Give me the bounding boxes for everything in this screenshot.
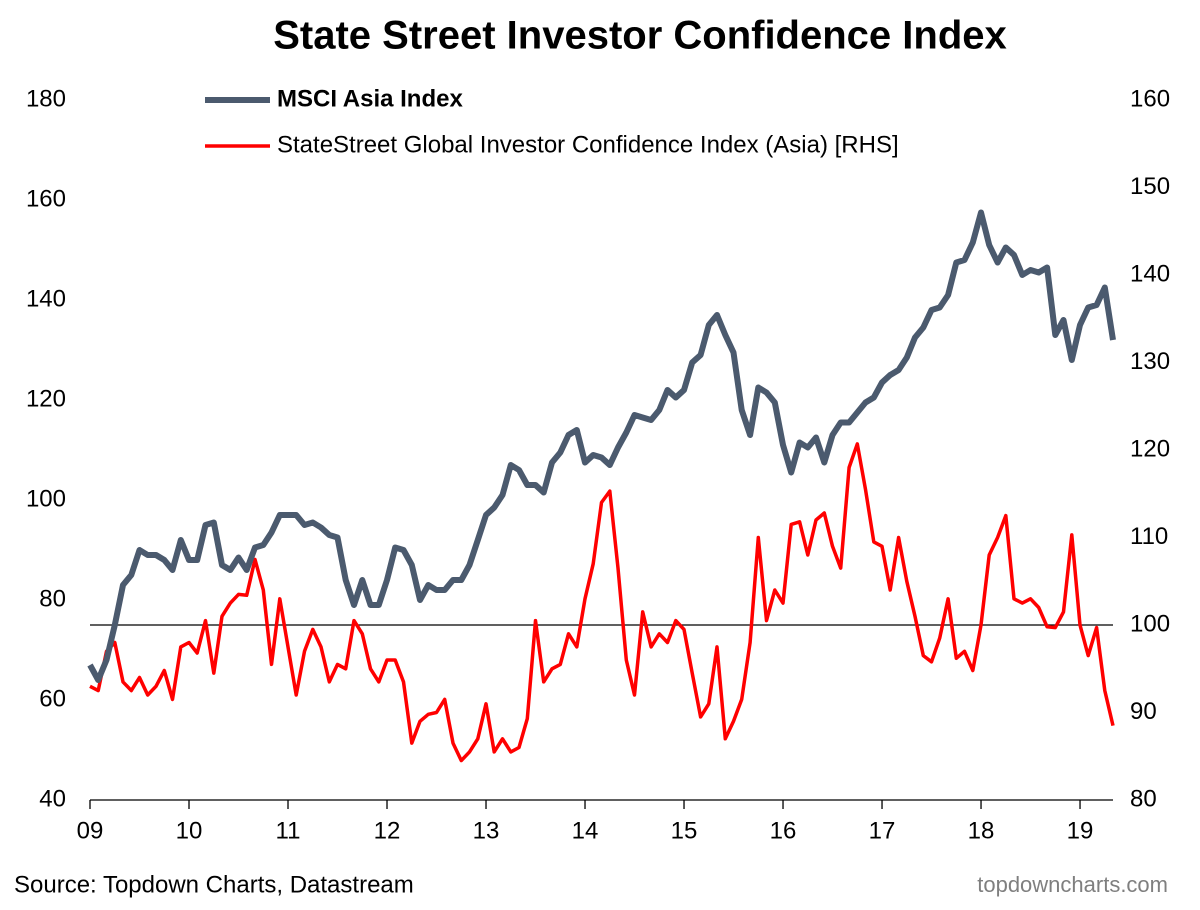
x-tick-label: 12 (374, 817, 401, 844)
x-tick-label: 13 (473, 817, 500, 844)
x-tick-label: 14 (572, 817, 599, 844)
legend-label: MSCI Asia Index (277, 85, 463, 112)
y-tick-label: 80 (39, 585, 66, 612)
y2-tick-label: 120 (1130, 435, 1170, 462)
x-tick-label: 11 (276, 817, 301, 844)
x-tick-label: 17 (869, 817, 896, 844)
y-tick-label: 40 (39, 785, 66, 812)
y-tick-label: 160 (26, 185, 66, 212)
x-tick-label: 18 (968, 817, 995, 844)
y2-tick-label: 80 (1130, 785, 1157, 812)
y-tick-label: 140 (26, 285, 66, 312)
y-tick-label: 120 (26, 385, 66, 412)
series-line (89, 442, 1115, 763)
x-tick-label: 10 (176, 817, 203, 844)
y2-tick-label: 110 (1130, 523, 1168, 550)
series-line (87, 209, 1116, 683)
x-tick-label: 09 (77, 817, 104, 844)
x-tick-label: 15 (671, 817, 698, 844)
y2-tick-label: 90 (1130, 698, 1157, 725)
watermark: topdowncharts.com (977, 872, 1168, 897)
y2-tick-label: 100 (1130, 610, 1170, 637)
y2-tick-label: 130 (1130, 348, 1170, 375)
y-tick-label: 180 (26, 85, 66, 112)
x-tick-label: 16 (770, 817, 797, 844)
y-tick-label: 100 (26, 485, 66, 512)
y2-tick-label: 150 (1130, 173, 1170, 200)
chart-title: State Street Investor Confidence Index (273, 14, 1007, 58)
source: Source: Topdown Charts, Datastream (14, 871, 414, 898)
y2-tick-label: 160 (1130, 85, 1170, 112)
y2-tick-label: 140 (1130, 260, 1170, 287)
legend-label: StateStreet Global Investor Confidence I… (277, 131, 899, 158)
y-tick-label: 60 (39, 685, 66, 712)
x-tick-label: 19 (1067, 817, 1094, 844)
